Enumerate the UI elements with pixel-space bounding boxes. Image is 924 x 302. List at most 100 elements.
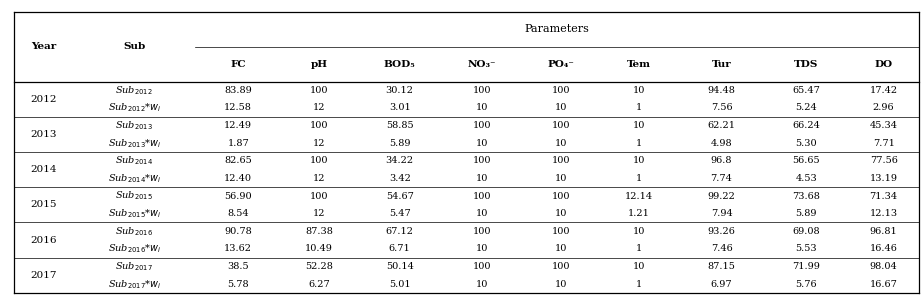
Text: Tur: Tur bbox=[711, 60, 732, 69]
Text: Sub$_{2017}$: Sub$_{2017}$ bbox=[116, 260, 153, 273]
Text: 2015: 2015 bbox=[30, 200, 57, 209]
Text: 5.01: 5.01 bbox=[389, 280, 410, 289]
Text: 56.90: 56.90 bbox=[225, 191, 252, 201]
Text: 2012: 2012 bbox=[30, 95, 57, 104]
Text: 6.71: 6.71 bbox=[389, 244, 410, 253]
Text: NO₃⁻: NO₃⁻ bbox=[468, 60, 496, 69]
Text: 54.67: 54.67 bbox=[386, 191, 414, 201]
Text: Sub$_{2012}$: Sub$_{2012}$ bbox=[116, 84, 153, 97]
Text: 1: 1 bbox=[636, 174, 642, 183]
Text: 100: 100 bbox=[473, 86, 492, 95]
Text: 83.89: 83.89 bbox=[225, 86, 252, 95]
Text: Sub$_{2014}$: Sub$_{2014}$ bbox=[116, 154, 153, 167]
Text: 12: 12 bbox=[312, 209, 325, 218]
Text: 10: 10 bbox=[476, 280, 489, 289]
Text: 62.21: 62.21 bbox=[708, 121, 736, 130]
Text: 5.30: 5.30 bbox=[796, 139, 817, 148]
Text: 12: 12 bbox=[312, 139, 325, 148]
Text: DO: DO bbox=[874, 60, 893, 69]
Text: 10: 10 bbox=[476, 104, 489, 112]
Text: 1: 1 bbox=[636, 280, 642, 289]
Text: 10: 10 bbox=[633, 156, 645, 165]
Text: 10: 10 bbox=[476, 139, 489, 148]
Text: 10: 10 bbox=[554, 244, 566, 253]
Text: 2014: 2014 bbox=[30, 165, 57, 174]
Text: 6.97: 6.97 bbox=[711, 280, 733, 289]
Text: 66.24: 66.24 bbox=[793, 121, 821, 130]
Text: 100: 100 bbox=[473, 191, 492, 201]
Text: 1: 1 bbox=[636, 139, 642, 148]
Text: 100: 100 bbox=[473, 227, 492, 236]
Text: 100: 100 bbox=[473, 262, 492, 271]
Text: 87.15: 87.15 bbox=[708, 262, 736, 271]
Text: 30.12: 30.12 bbox=[385, 86, 414, 95]
Text: 100: 100 bbox=[552, 156, 570, 165]
Text: 2013: 2013 bbox=[30, 130, 57, 139]
Text: 7.71: 7.71 bbox=[872, 139, 894, 148]
Text: 10: 10 bbox=[554, 139, 566, 148]
Text: 67.12: 67.12 bbox=[385, 227, 414, 236]
Text: 10: 10 bbox=[554, 280, 566, 289]
Text: 5.78: 5.78 bbox=[227, 280, 249, 289]
Text: FC: FC bbox=[230, 60, 246, 69]
Text: 100: 100 bbox=[473, 156, 492, 165]
Text: 10: 10 bbox=[633, 86, 645, 95]
Text: 94.48: 94.48 bbox=[708, 86, 736, 95]
Text: 99.22: 99.22 bbox=[708, 191, 736, 201]
Text: 100: 100 bbox=[552, 191, 570, 201]
Text: 100: 100 bbox=[552, 262, 570, 271]
Text: 1.21: 1.21 bbox=[628, 209, 650, 218]
Text: 100: 100 bbox=[552, 121, 570, 130]
Text: 10: 10 bbox=[476, 209, 489, 218]
Text: Sub$_{2013}$: Sub$_{2013}$ bbox=[116, 119, 153, 132]
Text: 34.22: 34.22 bbox=[385, 156, 414, 165]
Text: 2016: 2016 bbox=[30, 236, 57, 245]
Text: 10: 10 bbox=[633, 262, 645, 271]
Text: 12.14: 12.14 bbox=[625, 191, 653, 201]
Text: 13.19: 13.19 bbox=[869, 174, 897, 183]
Text: 73.68: 73.68 bbox=[793, 191, 821, 201]
Text: 56.65: 56.65 bbox=[793, 156, 821, 165]
Text: Parameters: Parameters bbox=[525, 24, 590, 34]
Text: 12.13: 12.13 bbox=[869, 209, 898, 218]
Text: Sub$_{2016}$*$w_i$: Sub$_{2016}$*$w_i$ bbox=[107, 243, 161, 255]
Text: 7.56: 7.56 bbox=[711, 104, 733, 112]
Text: 98.04: 98.04 bbox=[869, 262, 897, 271]
Text: 100: 100 bbox=[552, 227, 570, 236]
Text: PO₄⁻: PO₄⁻ bbox=[547, 60, 574, 69]
Text: Sub$_{2014}$*$w_i$: Sub$_{2014}$*$w_i$ bbox=[107, 172, 161, 185]
Text: Sub$_{2012}$*$w_i$: Sub$_{2012}$*$w_i$ bbox=[107, 101, 161, 114]
Text: 96.81: 96.81 bbox=[869, 227, 897, 236]
Text: 6.27: 6.27 bbox=[308, 280, 330, 289]
Text: 1: 1 bbox=[636, 244, 642, 253]
Text: Tem: Tem bbox=[627, 60, 651, 69]
Text: 65.47: 65.47 bbox=[793, 86, 821, 95]
Text: 4.53: 4.53 bbox=[796, 174, 817, 183]
Text: 16.67: 16.67 bbox=[869, 280, 897, 289]
Text: 100: 100 bbox=[310, 156, 328, 165]
Text: Sub: Sub bbox=[123, 42, 145, 51]
Text: 1.87: 1.87 bbox=[227, 139, 249, 148]
Text: Sub$_{2013}$*$w_i$: Sub$_{2013}$*$w_i$ bbox=[107, 137, 161, 149]
Text: 7.94: 7.94 bbox=[711, 209, 733, 218]
Text: 2.96: 2.96 bbox=[873, 104, 894, 112]
Text: 10: 10 bbox=[476, 174, 489, 183]
Text: 38.5: 38.5 bbox=[227, 262, 249, 271]
Text: 4.98: 4.98 bbox=[711, 139, 733, 148]
Text: 3.42: 3.42 bbox=[389, 174, 410, 183]
Text: 71.34: 71.34 bbox=[869, 191, 898, 201]
Text: TDS: TDS bbox=[794, 60, 819, 69]
Text: 82.65: 82.65 bbox=[225, 156, 252, 165]
Text: 45.34: 45.34 bbox=[869, 121, 897, 130]
Text: 100: 100 bbox=[310, 86, 328, 95]
Text: 12.49: 12.49 bbox=[225, 121, 252, 130]
Text: 90.78: 90.78 bbox=[225, 227, 252, 236]
Text: 12: 12 bbox=[312, 174, 325, 183]
Text: 71.99: 71.99 bbox=[793, 262, 821, 271]
Text: 10: 10 bbox=[554, 209, 566, 218]
Text: 87.38: 87.38 bbox=[305, 227, 333, 236]
Text: pH: pH bbox=[310, 60, 327, 69]
Text: 10: 10 bbox=[633, 227, 645, 236]
Text: 12.58: 12.58 bbox=[225, 104, 252, 112]
Text: Sub$_{2015}$: Sub$_{2015}$ bbox=[116, 190, 153, 202]
